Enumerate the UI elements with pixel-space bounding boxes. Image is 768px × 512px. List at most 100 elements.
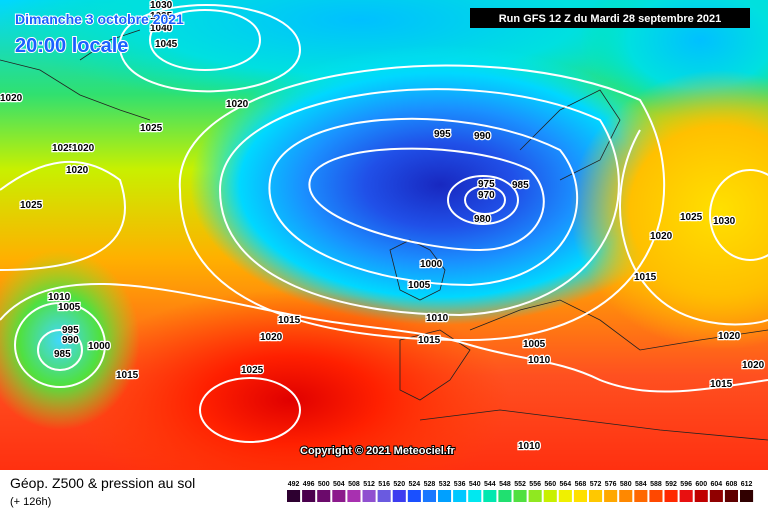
colorbar-swatch xyxy=(407,490,421,502)
isobar-label: 985 xyxy=(512,180,529,191)
colorbar-label: 500 xyxy=(318,481,330,488)
colorbar-swatch xyxy=(634,490,648,502)
colorbar-label: 588 xyxy=(650,481,662,488)
isobar-label: 1045 xyxy=(155,39,178,50)
isobar-label: 995 xyxy=(62,325,79,336)
colorbar-swatch xyxy=(513,490,527,502)
isobar-label: 1025 xyxy=(680,212,703,223)
colorbar-swatch xyxy=(468,490,482,502)
isobar-labels: 1030103510401045102010201025102510201020… xyxy=(0,0,766,453)
colorbar-swatch xyxy=(664,490,678,502)
isobar-label: 1015 xyxy=(634,272,657,283)
colorbar-swatch xyxy=(422,490,436,502)
colorbar-label: 540 xyxy=(469,481,481,488)
copyright: Copyright © 2021 Meteociel.fr xyxy=(300,445,456,457)
isobar-label: 1015 xyxy=(418,335,441,346)
colorbar-label: 608 xyxy=(726,481,738,488)
colorbar-label: 556 xyxy=(529,481,541,488)
colorbar-swatch xyxy=(694,490,708,502)
isobar-label: 1010 xyxy=(518,441,541,452)
colorbar-label: 536 xyxy=(454,481,466,488)
isobar-label: 990 xyxy=(62,335,79,346)
colorbar-swatch xyxy=(287,490,301,502)
isobar-label: 975 xyxy=(478,179,495,190)
isobar-label: 1020 xyxy=(226,99,249,110)
colorbar-label: 508 xyxy=(348,481,360,488)
colorbar-label: 512 xyxy=(363,481,375,488)
isobar-label: 985 xyxy=(54,349,71,360)
colorbar-label: 524 xyxy=(409,481,421,488)
colorbar-swatch xyxy=(302,490,316,502)
isobar-label: 1020 xyxy=(0,93,23,104)
colorbar-swatch xyxy=(362,490,376,502)
colorbar-swatch xyxy=(528,490,542,502)
colorbar-swatch xyxy=(483,490,497,502)
footer-lead: (+ 126h) xyxy=(10,496,51,508)
isobar-label: 1025 xyxy=(20,200,43,211)
footer-title: Géop. Z500 & pression au sol xyxy=(10,475,195,491)
colorbar-label: 516 xyxy=(378,481,390,488)
run-info: Run GFS 12 Z du Mardi 28 septembre 2021 xyxy=(499,13,722,25)
local-time: 20:00 locale xyxy=(15,35,128,57)
isobar-label: 1020 xyxy=(72,143,95,154)
colorbar-label: 568 xyxy=(575,481,587,488)
isobar-label: 1005 xyxy=(408,280,431,291)
isobar-label: 1025 xyxy=(140,123,163,134)
colorbar-swatch xyxy=(558,490,572,502)
colorbar-label: 600 xyxy=(695,481,707,488)
colorbar-swatch xyxy=(589,490,603,502)
isobar-label: 1005 xyxy=(523,339,546,350)
isobar-label: 1025 xyxy=(241,365,264,376)
isobar-label: 1020 xyxy=(742,360,765,371)
colorbar-label: 496 xyxy=(303,481,315,488)
colorbar-label: 492 xyxy=(288,481,300,488)
colorbar-label: 528 xyxy=(424,481,436,488)
isobar-label: 1030 xyxy=(713,216,736,227)
colorbar-label: 504 xyxy=(333,481,345,488)
colorbar-label: 580 xyxy=(620,481,632,488)
isobar-label: 970 xyxy=(478,190,495,201)
isobar-label: 1010 xyxy=(48,292,71,303)
colorbar-label: 612 xyxy=(741,481,753,488)
colorbar-label: 592 xyxy=(665,481,677,488)
isobar-label: 1020 xyxy=(260,332,283,343)
isobar-label: 1015 xyxy=(710,379,733,390)
isobar-label: 1025 xyxy=(52,143,75,154)
colorbar-swatch xyxy=(498,490,512,502)
coastlines xyxy=(0,29,768,441)
colorbar-label: 584 xyxy=(635,481,647,488)
colorbar-swatch xyxy=(438,490,452,502)
isobar-label: 1040 xyxy=(150,23,173,34)
run-box xyxy=(470,8,750,28)
colorbar-swatch xyxy=(347,490,361,502)
colorbar-swatch xyxy=(740,490,754,502)
colorbar-swatch xyxy=(317,490,331,502)
isobar-label: 1015 xyxy=(278,315,301,326)
isobar-label: 1020 xyxy=(66,165,89,176)
colorbar-label: 548 xyxy=(499,481,511,488)
isobar-label: 1020 xyxy=(718,331,741,342)
colorbar-swatch xyxy=(392,490,406,502)
colorbar-label: 572 xyxy=(590,481,602,488)
colorbar-swatch xyxy=(332,490,346,502)
colorbar-label: 560 xyxy=(544,481,556,488)
colorbar-swatch xyxy=(649,490,663,502)
colorbar-swatch xyxy=(604,490,618,502)
isobar-label: 1010 xyxy=(426,313,449,324)
colorbar-swatch xyxy=(709,490,723,502)
isobars xyxy=(0,4,768,443)
isobar-label: 995 xyxy=(434,129,451,140)
colorbar: 492 496 500 504 508 512 516 520 524 528 532 536 540 5… xyxy=(287,481,754,502)
colorbar-label: 520 xyxy=(393,481,405,488)
colorbar-swatch xyxy=(453,490,467,502)
date: Dimanche 3 octobre 2021 xyxy=(15,11,184,27)
isobar-label: 1030 xyxy=(150,0,173,11)
colorbar-swatch xyxy=(619,490,633,502)
colorbar-swatch xyxy=(724,490,738,502)
isobar-label: 1020 xyxy=(650,231,673,242)
isobar-label: 990 xyxy=(474,131,491,142)
isobar-label: 1000 xyxy=(88,341,111,352)
colorbar-swatch xyxy=(573,490,587,502)
